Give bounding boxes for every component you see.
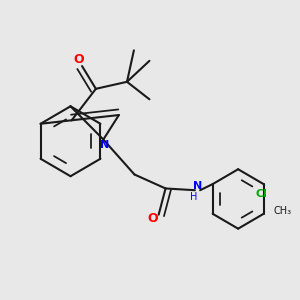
Text: N: N bbox=[100, 140, 110, 150]
Text: H: H bbox=[190, 191, 197, 202]
Text: O: O bbox=[147, 212, 158, 225]
Text: Cl: Cl bbox=[256, 189, 268, 199]
Text: N: N bbox=[193, 181, 202, 191]
Text: O: O bbox=[73, 53, 84, 66]
Text: CH₃: CH₃ bbox=[274, 206, 292, 216]
